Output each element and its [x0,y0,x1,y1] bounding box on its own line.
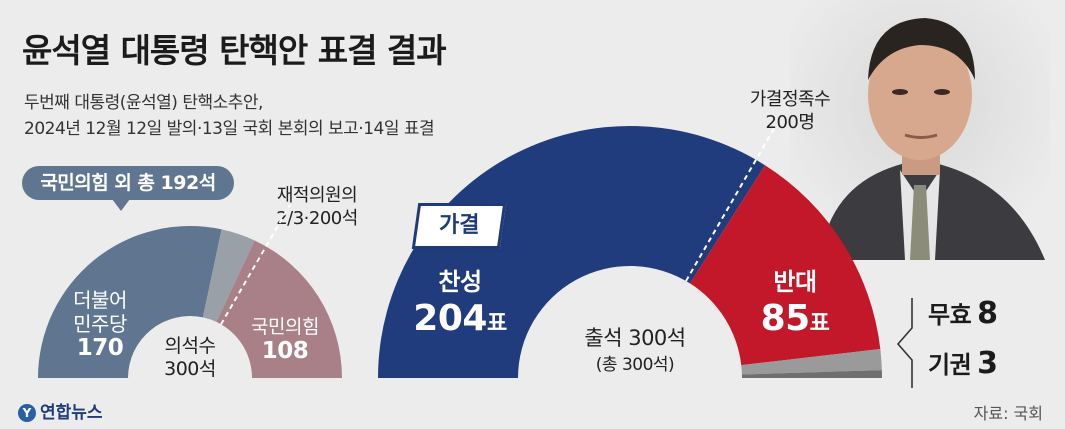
slice-abstain [741,370,882,378]
yes-label: 찬성 204표 [395,262,525,346]
seat-threshold-line-1: 재적의원의 [276,185,358,206]
vote-center-line-1: 출석 300석 [584,326,686,350]
result-badge-text: 가결 [438,213,480,238]
invalid-legend: 무효 8 [928,295,998,331]
pill-pointer [112,199,130,211]
ppp-seat-value: 108 [261,338,309,364]
yes-label-text: 찬성 [438,268,482,296]
dem-label: 더불어 민주당 170 [50,288,150,360]
invalid-value: 8 [977,296,998,331]
abstain-legend: 기권 3 [928,345,998,381]
yes-unit: 표 [486,311,507,336]
quorum-line-1: 가결정족수 [749,89,831,110]
no-label-text: 반대 [773,268,817,296]
seat-center-label: 의석수 300석 [145,335,235,381]
slice-others [202,229,255,322]
news-logo: Y 연합뉴스 [18,398,103,423]
seat-center-line-2: 300석 [164,358,216,380]
quorum-threshold-line [685,126,776,282]
logo-mark-icon: Y [18,404,36,422]
invalid-label: 무효 [928,301,972,329]
no-value: 85 [760,298,811,339]
slice-invalid [741,349,882,375]
dem-label-line-2: 민주당 [73,312,127,336]
chart-title: 윤석열 대통령 탄핵안 표결 결과 [22,31,447,70]
seat-threshold-line-2: 2/3·200석 [276,208,358,229]
quorum-line-2: 200명 [765,112,815,133]
invalid-abstain-bracket [896,298,913,388]
abstain-label: 기권 [928,351,972,379]
source-note: 자료: 국회 [973,404,1043,423]
quorum-note: 가결정족수 200명 [720,88,860,134]
abstain-value: 3 [977,346,998,381]
ppp-label-line-1: 국민의힘 [251,316,319,338]
group-total-pill: 국민의힘 외 총 192석 [22,166,234,200]
dem-seat-value: 170 [76,335,124,361]
seat-threshold-note: 재적의원의 2/3·200석 [262,184,372,230]
subtitle-line-2: 2024년 12월 12일 발의·13일 국회 본회의 보고·14일 표결 [24,119,435,139]
subtitle-line-1: 두번째 대통령(윤석열) 탄핵소추안, [24,93,263,113]
no-label: 반대 85표 [735,262,855,346]
ppp-label: 국민의힘 108 [240,315,330,363]
no-unit: 표 [809,311,830,336]
dem-label-line-1: 더불어 [73,288,127,312]
result-badge: 가결 [411,203,507,249]
seat-center-line-1: 의석수 [164,335,216,357]
yes-value: 204 [413,298,487,339]
logo-text: 연합뉴스 [40,403,103,423]
vote-center-line-2: (총 300석) [595,355,675,375]
vote-center-label: 출석 300석 (총 300석) [560,325,710,379]
